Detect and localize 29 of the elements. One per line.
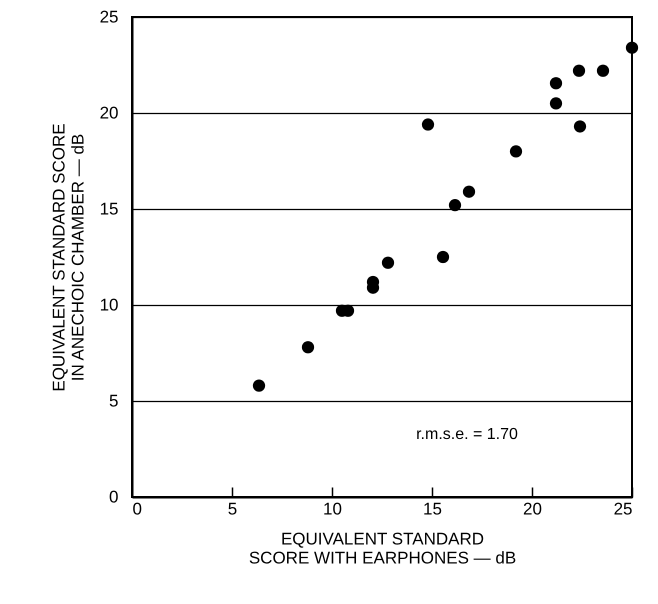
y-tick-label: 20 [100,104,118,122]
x-tick-label: 5 [228,500,238,518]
point [448,199,462,212]
point [550,77,562,90]
x-tick-label: 25 [614,500,632,518]
x-tick-label: 0 [132,500,142,518]
point [252,380,266,392]
point [596,64,610,77]
point [626,42,638,54]
y-tick-label: 15 [100,200,118,218]
x-tick-label: 15 [423,500,442,518]
point [422,118,434,131]
point [436,250,450,264]
x-tick-label: 20 [523,500,542,518]
point [462,186,476,198]
point [572,64,586,77]
y-axis-title: EQUIVALENT STANDARD SCORE IN ANECHOIC CHAMBER — dB [50,123,88,392]
point [302,341,314,354]
y-tick-label: 0 [109,488,118,506]
annotation: r.m.s.e. = 1.70 [416,426,518,443]
x-axis-title: EQUIVALENT STANDARD SCORE WITH EARPHONES — dB [248,530,516,568]
x-tick-label: 10 [323,500,342,518]
y-tick-label: 10 [100,296,118,314]
y-tick-label: 25 [100,8,118,26]
point [510,145,522,158]
point [382,256,394,269]
point [574,120,586,133]
y-tick-label: 5 [109,392,118,410]
point [550,97,562,110]
